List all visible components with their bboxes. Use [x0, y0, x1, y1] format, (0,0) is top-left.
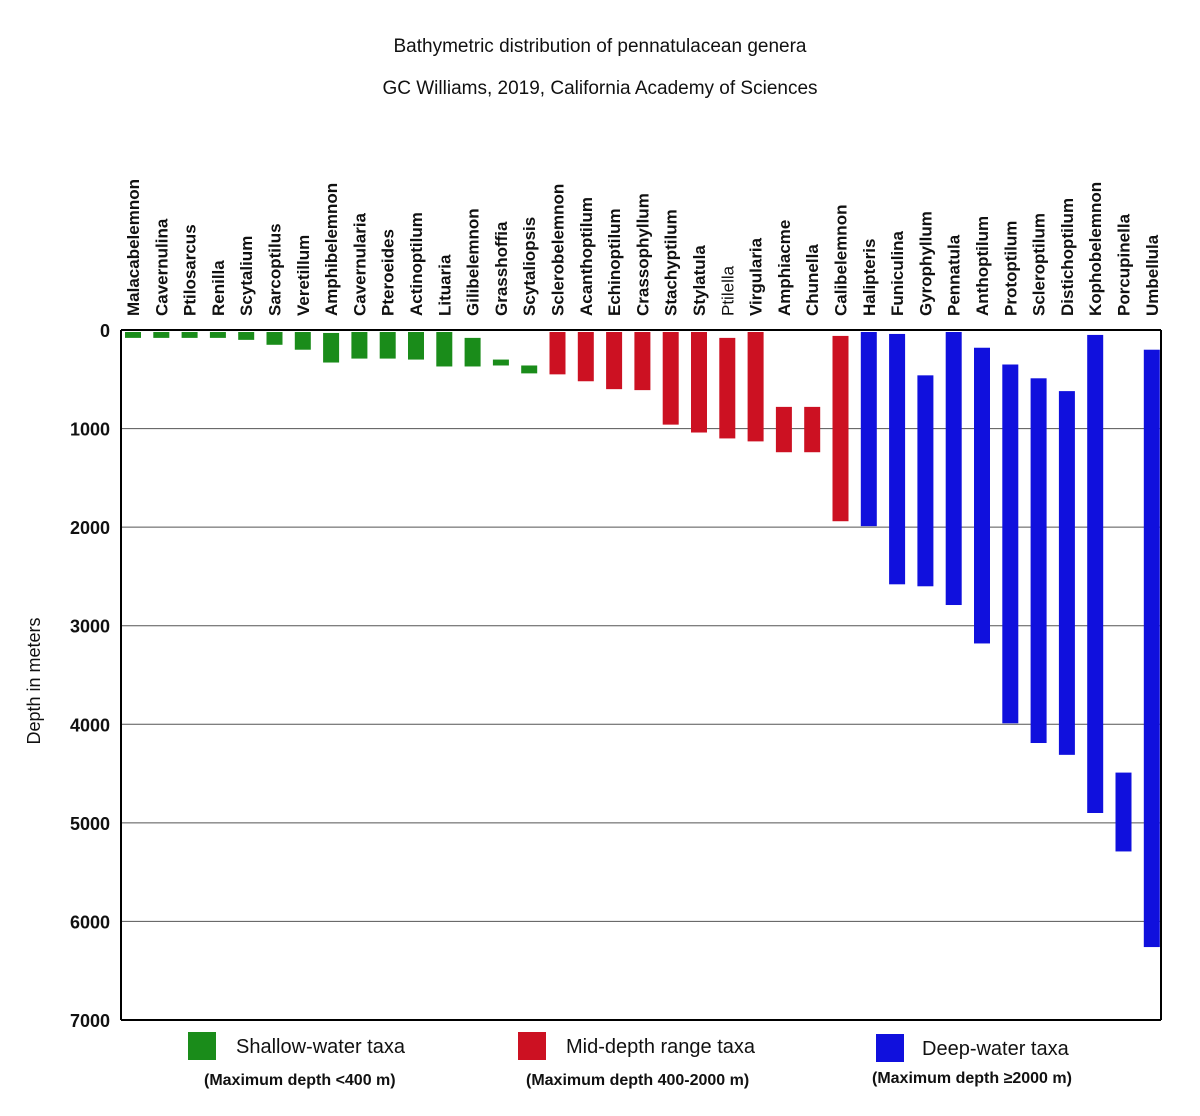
category-label-amphiacme: Amphiacme [775, 220, 794, 316]
category-label-crassophyllum: Crassophyllum [633, 193, 652, 316]
bar-virgularia [747, 332, 764, 442]
category-label-sclerobelemnon: Sclerobelemnon [549, 184, 568, 316]
category-label-cavernularia: Cavernularia [350, 212, 369, 316]
bar-gyrophyllum [917, 375, 934, 587]
bar-kophobelemnon [1087, 334, 1104, 813]
category-label-veretillum: Veretillum [294, 235, 313, 316]
category-label-anthoptilum: Anthoptilum [973, 216, 992, 316]
category-label-stachyptilum: Stachyptilum [662, 209, 681, 316]
category-label-malacabelemnon: Malacabelemnon [124, 179, 143, 316]
category-label-sarcoptilus: Sarcoptilus [266, 223, 285, 316]
legend-note-deep: (Maximum depth ≥2000 m) [872, 1070, 1072, 1087]
category-label-acanthoptilum: Acanthoptilum [577, 197, 596, 316]
category-label-stylatula: Stylatula [690, 245, 709, 316]
category-label-pennatula: Pennatula [945, 234, 964, 316]
y-tick-label-4000: 4000 [70, 715, 110, 735]
category-label-ptilella: Ptilella [718, 265, 737, 316]
category-label-porcupinella: Porcupinella [1115, 213, 1134, 316]
category-label-virgularia: Virgularia [747, 237, 766, 316]
bar-umbellula [1143, 349, 1160, 948]
bar-scytaliopsis [521, 365, 538, 374]
category-label-funiculina: Funiculina [888, 230, 907, 316]
y-tick-label-0: 0 [100, 321, 110, 341]
legend-swatch-deep [876, 1034, 904, 1062]
category-label-gilibelemnon: Gilibelemnon [464, 208, 483, 316]
legend-note-mid: (Maximum depth 400-2000 m) [526, 1072, 750, 1089]
bar-ptilella [719, 337, 736, 439]
category-label-ptilosarcus: Ptilosarcus [181, 224, 200, 316]
category-label-distichoptilum: Distichoptilum [1058, 198, 1077, 316]
legend-label-mid: Mid-depth range taxa [566, 1036, 756, 1058]
bar-acanthoptilum [577, 332, 594, 382]
category-label-scytaliopsis: Scytaliopsis [520, 217, 539, 316]
legend-label-deep: Deep-water taxa [922, 1038, 1069, 1060]
category-label-renilla: Renilla [209, 260, 228, 316]
category-label-scleroptilum: Scleroptilum [1030, 213, 1049, 316]
bar-actinoptilum [408, 332, 424, 360]
bar-distichoptilum [1058, 391, 1075, 755]
bar-pteroeides [379, 332, 396, 359]
category-label-pteroeides: Pteroeides [379, 229, 398, 316]
category-label-scytalium: Scytalium [237, 236, 256, 316]
bar-renilla [209, 332, 226, 338]
category-label-umbellula: Umbellula [1143, 234, 1162, 316]
bar-protoptilum [1002, 364, 1019, 724]
y-axis-title: Depth in meters [24, 617, 44, 744]
y-tick-label-3000: 3000 [70, 617, 110, 637]
y-tick-label-7000: 7000 [70, 1011, 110, 1031]
y-tick-label-1000: 1000 [70, 420, 110, 440]
bar-stylatula [691, 332, 707, 433]
y-tick-label-6000: 6000 [70, 912, 110, 932]
bar-gilibelemnon [464, 337, 481, 367]
y-tick-label-2000: 2000 [70, 518, 110, 538]
bar-sclerobelemnon [549, 332, 566, 375]
category-label-calibelemnon: Calibelemnon [832, 205, 851, 316]
legend-label-shallow: Shallow-water taxa [236, 1036, 405, 1058]
bar-lituaria [436, 332, 453, 367]
bar-halipteris [860, 332, 877, 527]
bar-pennatula [945, 332, 962, 606]
bar-anthoptilum [974, 347, 990, 644]
category-label-amphibelemnon: Amphibelemnon [322, 183, 341, 316]
bar-cavernulina [153, 332, 170, 338]
bar-echinoptilum [606, 332, 623, 390]
legend-swatch-shallow [188, 1032, 216, 1060]
category-label-cavernulina: Cavernulina [152, 218, 171, 316]
bar-ptilosarcus [181, 332, 198, 338]
legend-note-shallow: (Maximum depth <400 m) [204, 1072, 396, 1089]
bar-sarcoptilus [266, 332, 283, 345]
bar-porcupinella [1115, 772, 1132, 852]
category-label-echinoptilum: Echinoptilum [605, 208, 624, 316]
bar-funiculina [889, 333, 906, 585]
bar-malacabelemnon [125, 332, 141, 338]
legend-swatch-mid [518, 1032, 546, 1060]
bar-cavernularia [351, 332, 368, 359]
category-label-halipteris: Halipteris [860, 239, 879, 316]
bar-amphiacme [775, 406, 792, 453]
bar-scytalium [238, 332, 255, 340]
category-label-kophobelemnon: Kophobelemnon [1086, 182, 1105, 316]
chart-title: Bathymetric distribution of pennatulacea… [393, 36, 807, 57]
category-label-protoptilum: Protoptilum [1001, 221, 1020, 316]
y-tick-label-5000: 5000 [70, 814, 110, 834]
chart-subtitle: GC Williams, 2019, California Academy of… [382, 78, 818, 99]
category-label-gyrophyllum: Gyrophyllum [916, 211, 935, 316]
bar-grasshoffia [492, 359, 509, 366]
bar-calibelemnon [832, 335, 849, 522]
bar-crassophyllum [634, 332, 651, 391]
bar-chunella [804, 406, 821, 453]
bar-stachyptilum [662, 332, 679, 425]
category-label-actinoptilum: Actinoptilum [407, 212, 426, 316]
bar-scleroptilum [1030, 378, 1047, 744]
category-label-grasshoffia: Grasshoffia [492, 221, 511, 316]
bar-amphibelemnon [323, 332, 340, 363]
bar-veretillum [294, 332, 311, 350]
category-label-lituaria: Lituaria [435, 254, 454, 316]
category-label-chunella: Chunella [803, 244, 822, 316]
